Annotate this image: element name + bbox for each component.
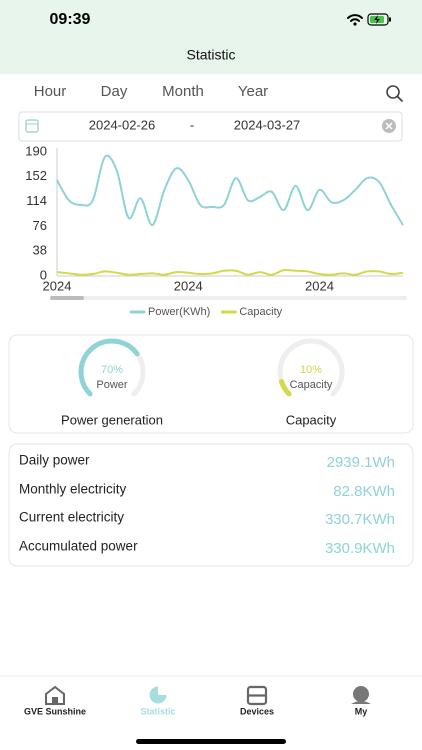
tabbar-label[interactable]: GVE Sunshine <box>24 706 86 716</box>
y-tick-label: 76 <box>33 218 47 233</box>
scroll-thumb[interactable] <box>50 296 84 300</box>
x-tick-label: 2024 <box>174 278 203 293</box>
date-box[interactable] <box>18 111 403 142</box>
y-tick-label: 0 <box>40 267 47 282</box>
header-band <box>0 0 422 74</box>
date-separator: - <box>190 117 194 132</box>
clear-icon[interactable] <box>382 119 396 133</box>
scroll-track[interactable] <box>50 296 407 300</box>
stat-name: Daily power <box>19 453 90 468</box>
tabbar-label[interactable]: My <box>355 706 368 716</box>
search-icon[interactable] <box>386 85 403 102</box>
gauge-arc <box>78 338 140 397</box>
stat-name: Monthly electricity <box>19 482 127 497</box>
home-icon[interactable] <box>45 685 65 705</box>
my-icon[interactable] <box>351 686 371 704</box>
gauge-percent: 10% <box>300 364 322 376</box>
statistic-icon[interactable] <box>149 686 167 704</box>
x-tick-label: 2024 <box>305 278 334 293</box>
y-tick-label: 114 <box>26 193 47 208</box>
tabbar-label[interactable]: Statistic <box>140 706 175 716</box>
series-line <box>56 154 404 227</box>
y-tick-label: 152 <box>25 168 47 183</box>
stat-name: Current electricity <box>19 510 124 525</box>
gauge-caption: Power generation <box>61 412 163 427</box>
range-tab[interactable]: Year <box>238 83 268 100</box>
header-title: Statistic <box>186 47 235 63</box>
stat-value: 82.8KWh <box>333 483 395 500</box>
range-tab[interactable]: Hour <box>34 83 67 100</box>
stat-value: 330.9KWh <box>325 540 395 557</box>
gauge-track <box>277 338 345 397</box>
range-tab[interactable]: Month <box>162 83 204 100</box>
x-tick-label: 2024 <box>43 278 72 293</box>
gauge-arc <box>279 379 292 397</box>
home-indicator <box>136 739 286 744</box>
stat-value: 2939.1Wh <box>327 454 395 471</box>
y-tick-label: 38 <box>33 243 47 258</box>
date-start[interactable]: 2024-02-26 <box>89 117 156 132</box>
y-tick-label: 190 <box>25 143 47 158</box>
stat-value: 330.7KWh <box>325 511 395 528</box>
tabbar-label[interactable]: Devices <box>240 706 274 716</box>
gauge-card <box>8 334 414 434</box>
gauge-name: Power <box>96 379 128 391</box>
devices-icon[interactable] <box>246 685 268 706</box>
calendar-icon <box>25 119 39 133</box>
series-line <box>56 268 404 276</box>
date-end[interactable]: 2024-03-27 <box>234 117 301 132</box>
status-time: 09:39 <box>50 11 91 28</box>
legend-label: Capacity <box>239 306 282 318</box>
status-icons <box>347 13 391 26</box>
gauge-name: Capacity <box>290 379 333 391</box>
legend-label: Power(KWh) <box>148 306 210 318</box>
range-tab[interactable]: Day <box>101 83 128 100</box>
stats-card <box>8 443 414 567</box>
stat-name: Accumulated power <box>19 539 138 554</box>
gauge-percent: 70% <box>101 364 123 376</box>
gauge-caption: Capacity <box>286 412 337 427</box>
